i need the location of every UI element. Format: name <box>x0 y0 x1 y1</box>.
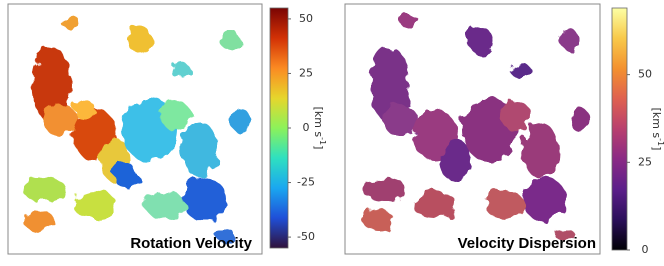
colorbar-label: [km s-1] <box>312 107 327 150</box>
label-part: ] <box>312 145 325 149</box>
colorbar-tick-label: 0 <box>303 121 310 134</box>
panel-title: Velocity Dispersion <box>458 235 596 252</box>
label-part: -1 <box>656 138 664 146</box>
colorbar-tick-label: 50 <box>299 12 313 25</box>
label-part: ] <box>650 146 663 150</box>
colorbar-tick-label: 25 <box>638 155 652 168</box>
colorbar <box>269 7 289 249</box>
dispersion-map <box>362 16 590 241</box>
colorbar-tick-label: -25 <box>297 176 315 189</box>
colorbar <box>611 7 628 251</box>
colorbar-tick-label: 0 <box>642 243 649 256</box>
colorbar-tick-label: 25 <box>299 66 313 79</box>
panel-title: Rotation Velocity <box>130 235 252 252</box>
colorbar-tick-label: -50 <box>297 230 315 243</box>
label-part: [km s <box>312 107 325 138</box>
colorbar-tick-label: 50 <box>638 68 652 81</box>
colorbar-label: [km s-1] <box>650 108 664 151</box>
velocity-map <box>22 16 250 241</box>
label-part: [km s <box>650 108 663 139</box>
label-part: -1 <box>318 137 327 145</box>
